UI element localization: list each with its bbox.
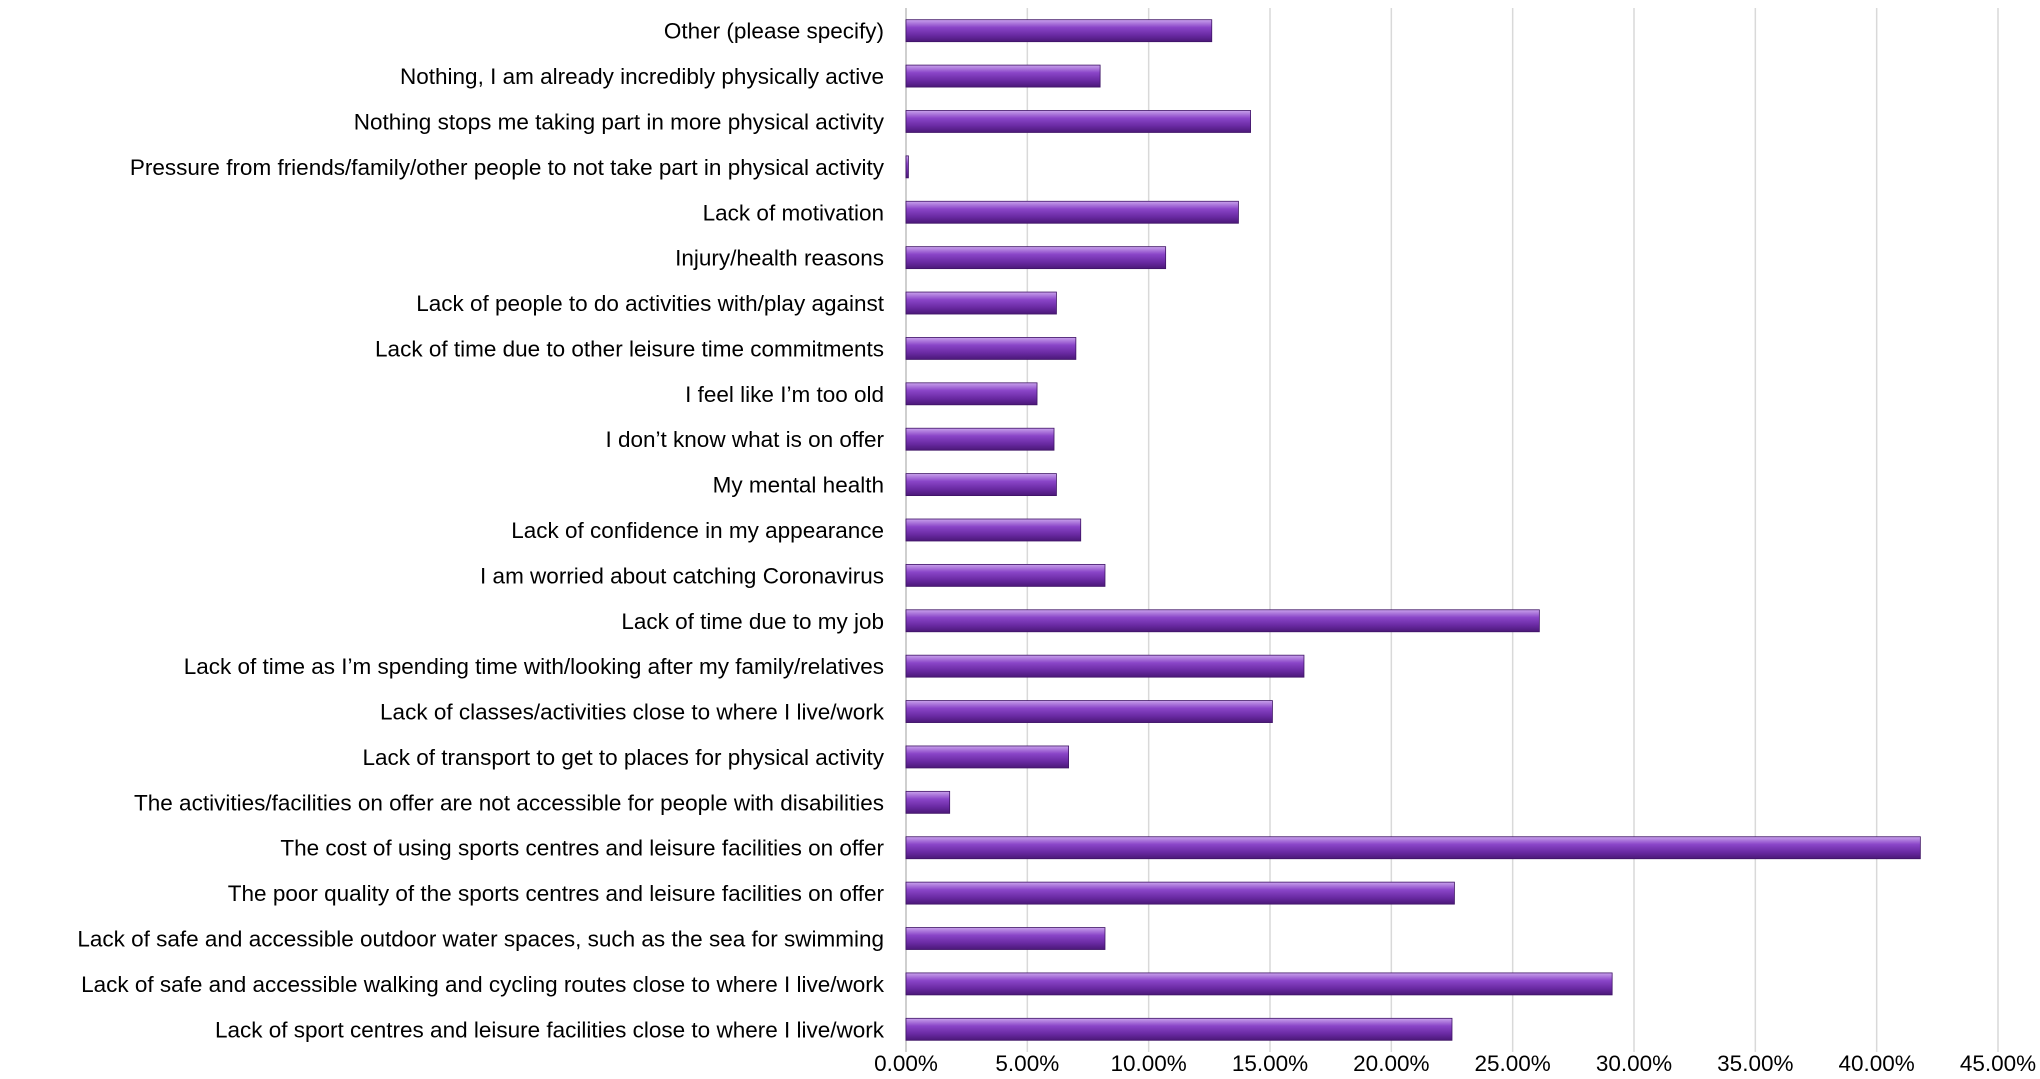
category-labels: Other (please specify) Nothing, I am alre… [77, 19, 884, 1043]
x-tick-label: 0.00% [874, 1051, 938, 1076]
bar [905, 881, 1455, 905]
x-axis-tick-labels: 0.00% 5.00% 10.00% 15.00% 20.00% 25.00% 30.00%… [874, 1051, 2036, 1076]
category-label: Lack of transport to get to places for p… [363, 745, 885, 770]
bar [905, 246, 1167, 270]
x-tick-label: 5.00% [995, 1051, 1059, 1076]
bars [905, 19, 1921, 1041]
category-label: Lack of time as I’m spending time with/l… [184, 654, 884, 679]
category-label: The poor quality of the sports centres a… [228, 881, 885, 906]
bar [905, 155, 909, 179]
category-label: Lack of classes/activities close to wher… [380, 700, 885, 725]
category-label: The activities/facilities on offer are n… [134, 790, 884, 815]
category-label: Lack of safe and accessible walking and … [81, 972, 885, 997]
x-tick-label: 40.00% [1839, 1051, 1915, 1076]
category-label: My mental health [713, 473, 884, 498]
category-label: I am worried about catching Coronavirus [480, 563, 884, 588]
category-label: Lack of confidence in my appearance [511, 518, 884, 543]
bar [905, 790, 951, 814]
bar [905, 291, 1057, 315]
category-label: I don’t know what is on offer [606, 427, 885, 452]
x-tick-label: 10.00% [1111, 1051, 1187, 1076]
bar [905, 609, 1540, 633]
x-tick-label: 30.00% [1596, 1051, 1672, 1076]
category-label: Lack of people to do activities with/pla… [416, 291, 885, 316]
x-tick-label: 20.00% [1353, 1051, 1429, 1076]
category-label: The cost of using sports centres and lei… [280, 836, 884, 861]
bar [905, 473, 1057, 497]
bar [905, 836, 1921, 860]
x-tick-label: 25.00% [1475, 1051, 1551, 1076]
bar [905, 518, 1082, 542]
category-label: Lack of time due to other leisure time c… [375, 336, 884, 361]
category-label: Injury/health reasons [675, 246, 884, 271]
category-label: Nothing, I am already incredibly physica… [400, 64, 884, 89]
bar [905, 654, 1305, 678]
bar [905, 110, 1251, 133]
bar [905, 563, 1106, 587]
bar [905, 337, 1077, 360]
bar [905, 972, 1613, 996]
x-tick-label: 45.00% [1960, 1051, 2036, 1076]
category-label: Lack of sport centres and leisure facili… [215, 1017, 885, 1042]
category-label: Lack of safe and accessible outdoor wate… [77, 927, 884, 952]
bar [905, 19, 1213, 43]
bar [905, 382, 1038, 406]
bar [905, 745, 1069, 769]
bar [905, 1017, 1453, 1041]
bar [905, 200, 1239, 224]
x-tick-label: 15.00% [1232, 1051, 1308, 1076]
category-label: Other (please specify) [664, 19, 884, 44]
bar [905, 927, 1106, 950]
bar [905, 427, 1055, 451]
category-label: Lack of time due to my job [621, 609, 884, 634]
category-label: Lack of motivation [703, 200, 884, 225]
bar [905, 700, 1273, 723]
category-label: I feel like I’m too old [685, 382, 884, 407]
category-label: Pressure from friends/family/other peopl… [130, 155, 885, 180]
x-tick-label: 35.00% [1717, 1051, 1793, 1076]
gridlines [905, 8, 1999, 1052]
category-label: Nothing stops me taking part in more phy… [354, 109, 885, 134]
bar [905, 64, 1101, 88]
